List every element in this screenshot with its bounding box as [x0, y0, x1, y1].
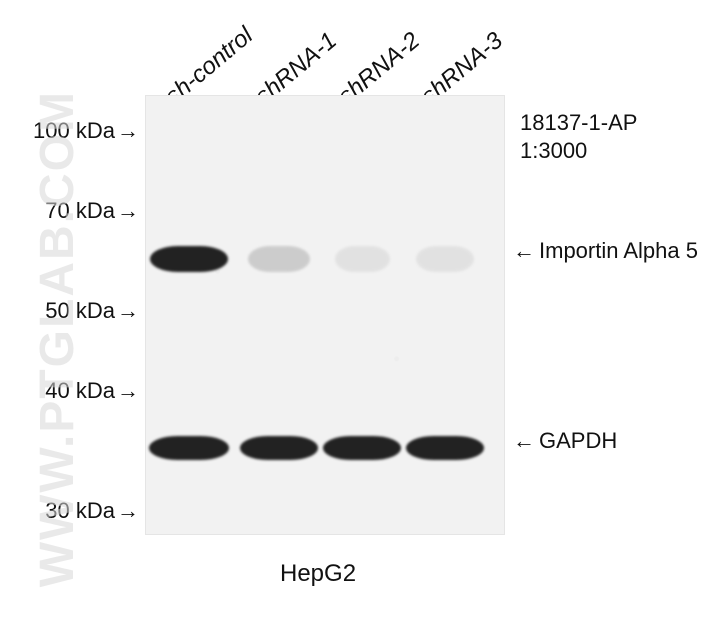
- mw-marker: 30 kDa→: [12, 498, 139, 524]
- band: [323, 436, 401, 460]
- mw-value: 30 kDa: [45, 498, 115, 523]
- mw-value: 70 kDa: [45, 198, 115, 223]
- mw-value: 50 kDa: [45, 298, 115, 323]
- blot-noise: [146, 96, 504, 534]
- cell-line-label: HepG2: [280, 560, 356, 588]
- arrow-right-icon: →: [117, 378, 139, 404]
- arrow-right-icon: →: [117, 298, 139, 324]
- mw-marker: 40 kDa→: [12, 378, 139, 404]
- band: [150, 246, 228, 272]
- figure-container: WWW.PTGLAB.COM sh-controlshRNA-1shRNA-2s…: [0, 0, 720, 630]
- antibody-dilution: 1:3000: [520, 138, 587, 164]
- band-label-text: GAPDH: [539, 428, 617, 453]
- band: [240, 436, 318, 460]
- arrow-right-icon: →: [117, 198, 139, 224]
- arrow-left-icon: ←: [513, 238, 535, 264]
- mw-value: 40 kDa: [45, 378, 115, 403]
- band: [335, 246, 390, 272]
- band: [149, 436, 229, 460]
- band-label-text: Importin Alpha 5: [539, 238, 698, 263]
- band: [248, 246, 310, 272]
- band: [406, 436, 484, 460]
- band-annotation: ←GAPDH: [513, 428, 617, 454]
- arrow-right-icon: →: [117, 498, 139, 524]
- arrow-right-icon: →: [117, 118, 139, 144]
- arrow-left-icon: ←: [513, 428, 535, 454]
- band: [416, 246, 474, 272]
- blot-area: [145, 95, 505, 535]
- mw-marker: 50 kDa→: [12, 298, 139, 324]
- band-annotation: ←Importin Alpha 5: [513, 238, 698, 264]
- antibody-id: 18137-1-AP: [520, 110, 637, 136]
- mw-marker: 70 kDa→: [12, 198, 139, 224]
- mw-marker: 100 kDa→: [12, 118, 139, 144]
- mw-value: 100 kDa: [33, 118, 115, 143]
